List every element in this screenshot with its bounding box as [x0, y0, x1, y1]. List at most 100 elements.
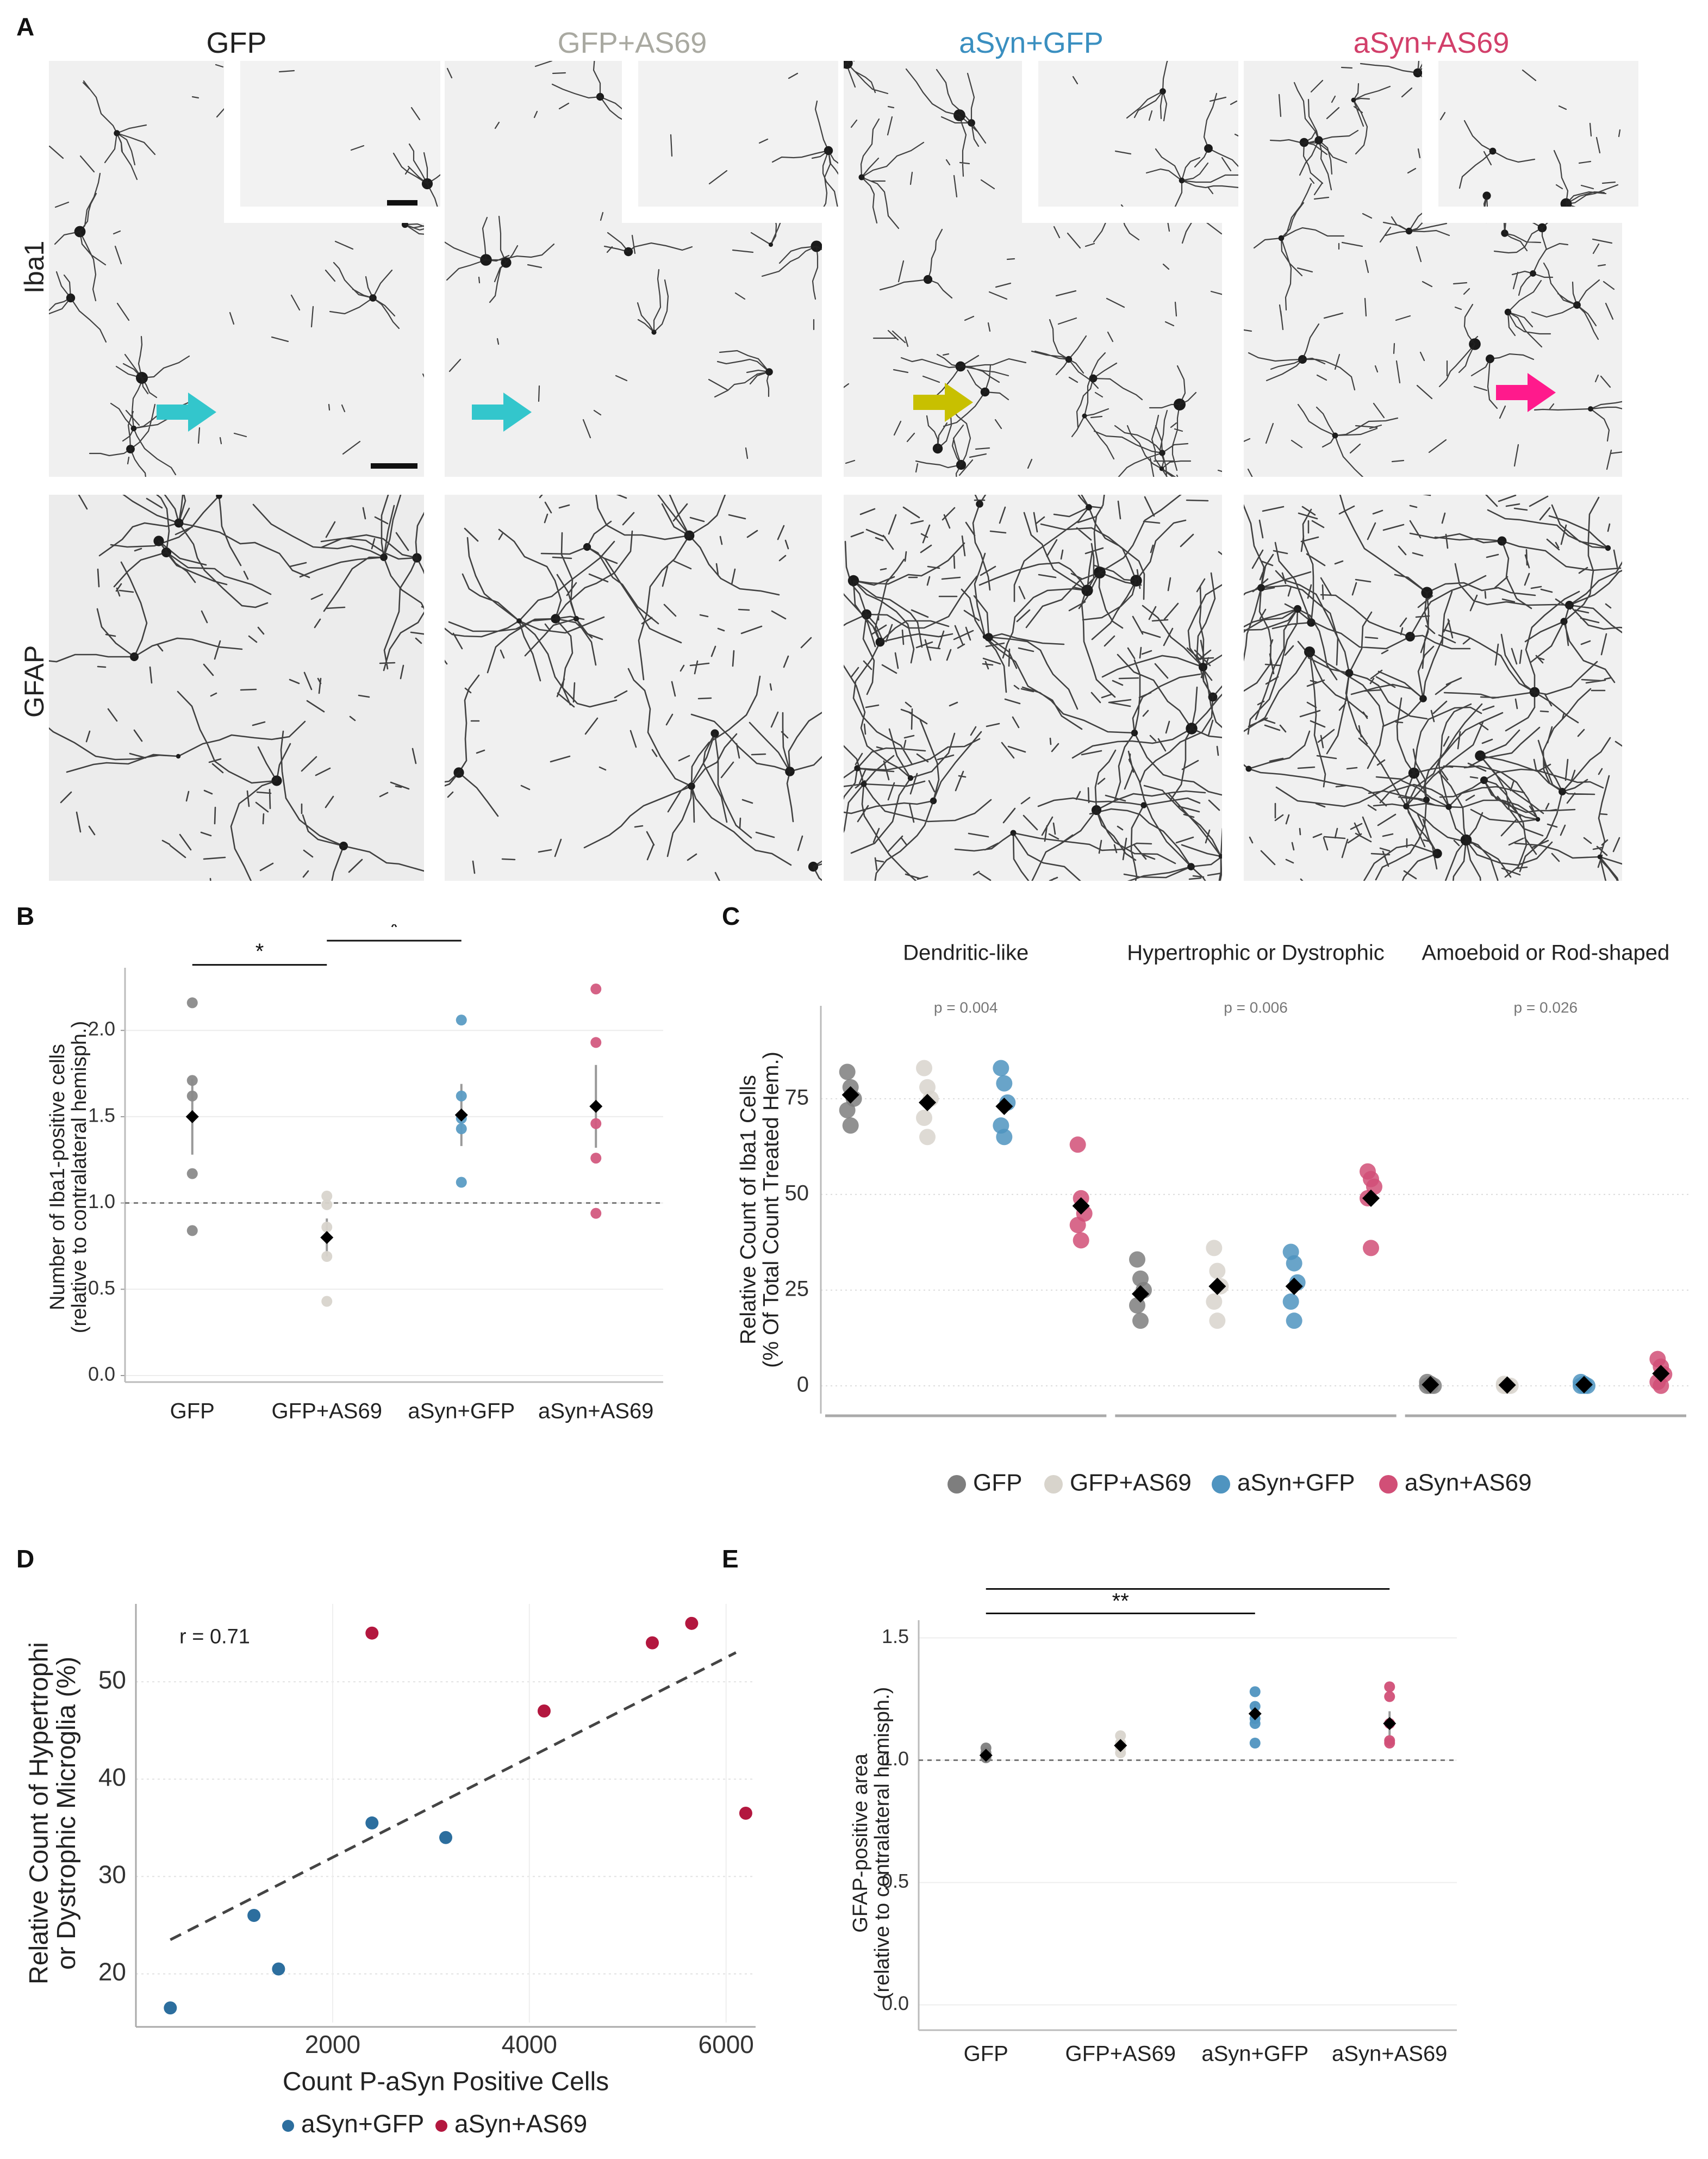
data-point [537, 1704, 551, 1718]
y-axis-label: Number of Iba1-positive cells [46, 1044, 69, 1310]
data-point [1286, 1312, 1302, 1329]
facet-title: Dendritic-like [903, 941, 1028, 965]
y-tick-label: 50 [785, 1181, 809, 1205]
data-point [186, 1168, 198, 1179]
inset-iba1-asyn-as69 [1422, 61, 1638, 223]
y-axis-label: Relative Count of Iba1 Cells [737, 1075, 761, 1345]
inset-iba1-gfp-as69 [622, 61, 838, 223]
data-point [1209, 1262, 1226, 1279]
x-tick-label: GFP+AS69 [1065, 2042, 1176, 2066]
trend-line [170, 1651, 737, 1942]
column-title-asyn-gfp: aSyn+GFP [959, 27, 1104, 59]
data-point [1363, 1240, 1379, 1256]
x-tick-label: aSyn+GFP [408, 1399, 515, 1423]
y-tick-label: 0.0 [882, 1992, 909, 2014]
micrograph-gfap-asyn-gfp [844, 495, 1222, 881]
data-point [1132, 1312, 1149, 1329]
data-point [1384, 1691, 1395, 1702]
mean-marker [1652, 1365, 1670, 1383]
data-point [685, 1616, 699, 1630]
data-point [321, 1222, 333, 1233]
mean-marker [1422, 1376, 1439, 1393]
significance-label: * [1183, 1577, 1192, 1589]
y-tick-label: 0 [797, 1372, 809, 1396]
data-point [1073, 1232, 1089, 1249]
row-title-gfap: GFAP [19, 645, 49, 718]
mean-marker [1383, 1717, 1397, 1730]
data-point [321, 1251, 333, 1262]
x-tick-label: 6000 [699, 2030, 754, 2058]
data-point [456, 1123, 467, 1135]
data-point [916, 1060, 932, 1077]
x-tick-label: aSyn+GFP [1201, 2042, 1308, 2066]
y-tick-label: 50 [98, 1665, 126, 1694]
data-point [996, 1075, 1013, 1092]
y-axis-label: GFAP-positive area [849, 1753, 872, 1932]
mean-marker [1072, 1197, 1090, 1215]
data-point [1115, 1747, 1126, 1758]
significance-label: ** [1112, 1589, 1129, 1613]
mean-marker [1208, 1277, 1226, 1295]
mean-marker [919, 1093, 936, 1111]
data-point [321, 1296, 333, 1307]
data-point [1249, 1686, 1261, 1697]
legend-swatch [1379, 1475, 1398, 1494]
chart-c-microglia-morphology: 0 25 50 75 Dendritic-like p = 0.004 Hypertroph… [737, 941, 1691, 1496]
significance-label: * [255, 939, 264, 963]
data-point [186, 1225, 198, 1236]
legend-swatch [1212, 1475, 1230, 1494]
correlation-annotation: r = 0.71 [179, 1626, 250, 1648]
data-point [590, 984, 602, 995]
y-tick-label: 1.0 [882, 1747, 909, 1770]
mean-marker [1132, 1285, 1149, 1303]
data-point [186, 997, 198, 1009]
legend-label: GFP+AS69 [1070, 1470, 1192, 1496]
arrow-right-icon [472, 393, 532, 432]
legend-label: aSyn+GFP [1237, 1470, 1355, 1496]
data-point [439, 1831, 452, 1844]
x-tick-label: aSyn+AS69 [538, 1399, 653, 1423]
chart-e-gfap-area: 0.0 0.5 1.0 1.5 GFP GFP+AS69 aSyn+GFP aSyn+AS69… [849, 1577, 1457, 2066]
data-point [916, 1110, 932, 1127]
data-point [365, 1816, 379, 1830]
data-point [1069, 1217, 1086, 1234]
data-point [839, 1102, 856, 1118]
data-point [739, 1807, 752, 1820]
legend-swatch [1044, 1475, 1063, 1494]
panel-letter-c: C [722, 902, 740, 930]
legend-label: aSyn+AS69 [1405, 1470, 1532, 1496]
data-point [456, 1090, 467, 1102]
data-point [1282, 1293, 1299, 1310]
data-point [456, 1015, 467, 1026]
y-tick-label: 0.0 [88, 1363, 115, 1385]
panel-letter-e: E [722, 1545, 739, 1573]
panel-letter-a: A [16, 13, 35, 41]
data-point [590, 1118, 602, 1129]
y-tick-label: 0.5 [88, 1277, 115, 1299]
scale-bar-inset [387, 200, 417, 206]
data-point [365, 1626, 379, 1640]
data-point [272, 1962, 285, 1976]
x-tick-label: GFP [170, 1399, 215, 1423]
data-point [321, 1199, 333, 1210]
facet-p-value: p = 0.004 [934, 999, 998, 1016]
data-point [1206, 1240, 1223, 1256]
mean-marker [1114, 1739, 1127, 1752]
y-tick-label: 1.5 [882, 1625, 909, 1647]
arrow-right-icon [1496, 373, 1556, 412]
data-point [321, 1190, 333, 1202]
panel-letter-d: D [16, 1545, 35, 1573]
y-axis-label: (relative to contralateral hemisph.) [871, 1687, 894, 1999]
mean-marker [1248, 1707, 1262, 1720]
data-point [1129, 1251, 1145, 1268]
data-point [993, 1060, 1009, 1077]
data-point [247, 1909, 261, 1922]
inset-iba1-gfp [224, 61, 440, 223]
inset-iba1-asyn-gfp [1022, 61, 1238, 223]
y-axis-label: or Dystrophic Microglia (%) [52, 1657, 81, 1970]
chart-d-correlation: 20 30 40 50 2000 4000 6000 r = 0.71 Count P-aSyn… [24, 1604, 756, 2138]
mean-marker [1362, 1189, 1380, 1207]
legend-swatch [282, 2120, 294, 2132]
data-point [1653, 1377, 1669, 1394]
column-title-asyn-as69: aSyn+AS69 [1353, 27, 1510, 59]
